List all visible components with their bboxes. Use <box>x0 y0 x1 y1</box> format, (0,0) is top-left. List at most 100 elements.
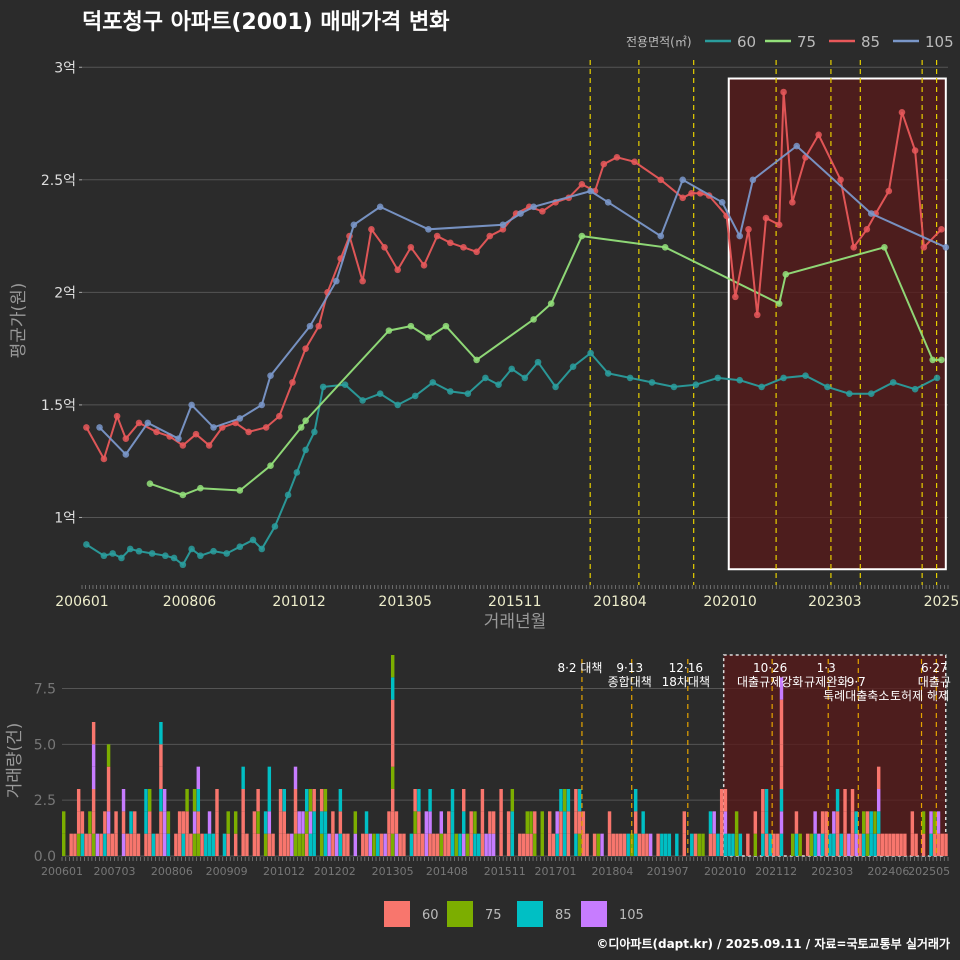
volume-bar <box>263 811 268 834</box>
volume-bar <box>480 789 485 812</box>
volume-bar <box>574 833 578 856</box>
y-tick-label: 3억 <box>54 60 76 76</box>
volume-bar <box>547 811 552 834</box>
volume-bar <box>876 789 881 812</box>
volume-bar <box>566 811 571 834</box>
series-point-60 <box>394 401 402 409</box>
bar-legend-label-85: 85 <box>555 908 572 923</box>
volume-bar <box>428 789 432 812</box>
series-point-85 <box>885 187 893 195</box>
series-point-60 <box>911 385 919 393</box>
volume-bar <box>876 833 881 856</box>
x-tick-label: 201511 <box>488 594 541 610</box>
legend-label-85: 85 <box>861 33 880 51</box>
volume-bar <box>566 833 571 856</box>
x-tick-label: 202010 <box>704 865 746 878</box>
series-point-60 <box>188 545 195 553</box>
series-point-85 <box>920 244 928 251</box>
series-point-75 <box>146 480 154 488</box>
series-point-60 <box>284 491 292 499</box>
series-point-60 <box>359 397 366 404</box>
volume-bar <box>159 766 163 789</box>
volume-bar <box>420 833 425 856</box>
volume-bar <box>278 811 283 834</box>
series-point-85 <box>179 442 187 449</box>
volume-bar <box>873 833 877 856</box>
volume-bar <box>873 811 877 834</box>
volume-bar <box>533 833 537 856</box>
series-point-60 <box>824 383 831 391</box>
volume-bar <box>353 833 358 856</box>
y-tick-label: 1.5억 <box>41 398 76 414</box>
series-point-60 <box>148 550 156 557</box>
volume-bar <box>394 811 399 834</box>
volume-bar <box>159 789 163 812</box>
volume-bar <box>207 833 212 856</box>
volume-bar <box>267 766 272 789</box>
volume-bar <box>854 811 858 834</box>
volume-bar <box>159 722 163 745</box>
series-point-85 <box>613 153 621 161</box>
volume-bar <box>858 833 862 856</box>
volume-bar <box>162 789 167 812</box>
volume-bar <box>888 833 892 856</box>
x-tick-label: 201701 <box>534 865 576 878</box>
volume-bar <box>824 811 829 834</box>
volume-bar <box>439 833 444 856</box>
volume-bar <box>390 699 395 722</box>
volume-bar <box>817 833 821 856</box>
series-point-75 <box>385 327 393 334</box>
x-tick-label: 201511 <box>484 865 526 878</box>
volume-bar <box>525 833 530 856</box>
volume-bar <box>600 833 604 856</box>
volume-bar <box>869 833 873 856</box>
volume-bar <box>716 833 720 856</box>
volume-bar <box>790 833 795 856</box>
volume-bar <box>162 811 167 834</box>
series-point-85 <box>679 194 687 202</box>
volume-bar <box>308 811 313 834</box>
series-point-105 <box>144 419 152 427</box>
volume-bar <box>850 789 855 812</box>
volume-bar <box>121 789 126 812</box>
volume-bar <box>297 811 301 834</box>
volume-bar <box>200 833 204 856</box>
series-point-60 <box>162 552 169 560</box>
y-tick-label: 2.5억 <box>41 173 76 189</box>
volume-bar <box>80 833 85 856</box>
volume-bar <box>91 811 96 834</box>
volume-bar <box>192 833 197 856</box>
volume-bar <box>304 811 309 834</box>
volume-bar <box>862 811 866 834</box>
volume-bar <box>723 789 728 812</box>
volume-bar <box>529 833 533 856</box>
volume-bar <box>843 789 847 812</box>
volume-bar <box>319 833 324 856</box>
series-point-105 <box>718 199 726 206</box>
volume-bar <box>192 811 197 834</box>
series-point-60 <box>587 349 594 357</box>
volume-bar <box>682 811 687 834</box>
volume-bar <box>562 833 567 856</box>
volume-bar <box>304 833 309 856</box>
volume-bar <box>611 833 615 856</box>
volume-bar <box>323 789 328 812</box>
series-point-60 <box>534 358 542 366</box>
x-tick-label: 200806 <box>163 594 217 610</box>
series-point-85 <box>135 419 143 427</box>
series-point-75 <box>267 462 274 469</box>
volume-bar <box>252 811 257 834</box>
volume-bar <box>76 811 81 834</box>
volume-bar <box>630 833 634 856</box>
series-point-85 <box>315 322 323 330</box>
volume-bar <box>663 833 668 856</box>
policy-label: 특례대출축소 <box>823 689 889 703</box>
series-point-75 <box>297 424 305 431</box>
volume-bar <box>914 833 918 856</box>
volume-bar <box>207 811 212 834</box>
volume-bar <box>850 811 855 834</box>
volume-bar <box>779 744 784 767</box>
series-point-60 <box>604 370 612 377</box>
volume-bar <box>286 833 290 856</box>
